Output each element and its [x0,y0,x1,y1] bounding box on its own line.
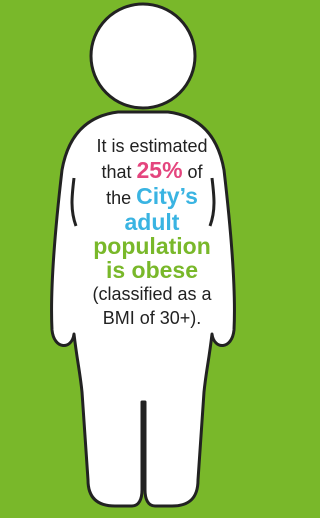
text-line: It is estimated [70,134,234,158]
highlight: City’s [136,183,198,209]
text: It is estimated [96,136,207,156]
text: that [101,162,131,182]
highlight: adult [70,210,234,234]
text: of [188,162,203,182]
text: the [106,188,131,208]
highlight: 25% [136,157,182,183]
head [91,4,195,108]
highlight: is obese [70,258,234,282]
text-line: BMI of 30+). [70,306,234,330]
highlight: population [70,234,234,258]
text-line: (classified as a [70,282,234,306]
